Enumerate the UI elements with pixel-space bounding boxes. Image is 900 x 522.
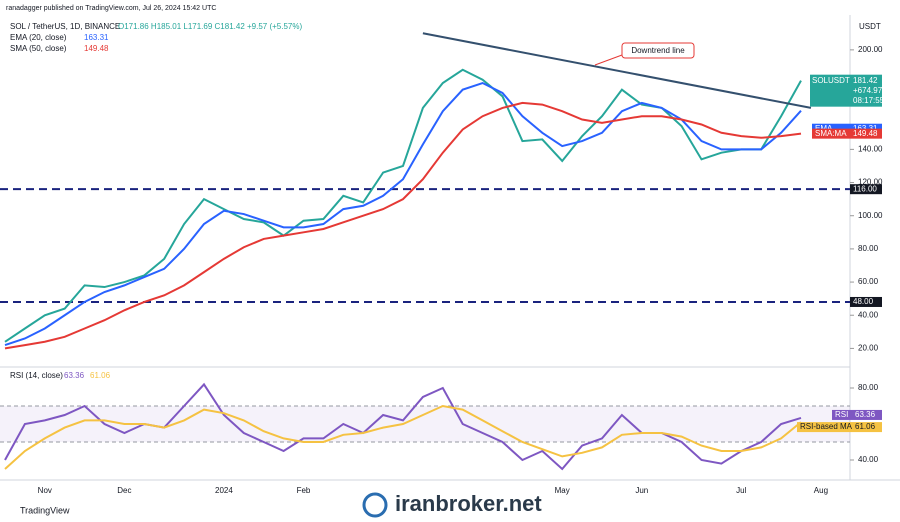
header: ranadagger published on TradingView.com,… [6,5,216,12]
legend-value: 61.06 [90,371,111,380]
trend-line [422,32,812,109]
y-tick-label: 120.00 [858,178,883,187]
series-line [4,382,802,471]
ma-badge [812,128,882,139]
watermark-logo [362,492,388,518]
y-tick-label: 100.00 [858,211,883,220]
badge-label: SOLUSDT [812,76,850,85]
x-tick-label: Jul [736,486,746,495]
level-label: 116.00 [853,184,877,193]
series-line [4,101,802,350]
price-badge [850,74,882,107]
badge-change: +674.97% [853,86,889,95]
y-tick-label: 40.00 [858,310,879,319]
rsi-title: RSI (14, close) [10,371,63,380]
annotation-box [621,42,695,59]
legend-value: 63.36 [64,371,85,380]
badge-value: 61.06 [855,422,876,431]
badge-value: 63.36 [855,410,876,419]
level-badge [850,184,882,195]
x-tick-label: Aug [814,486,828,495]
badge-label: RSI-based MA [800,422,853,431]
level-label: 48.00 [853,297,874,306]
y-tick-label: 80.00 [858,383,879,392]
y-tick-label: 60.00 [858,277,879,286]
x-tick-label: Feb [297,486,311,495]
y-tick-label: 200.00 [858,45,883,54]
badge-label: EMA [815,124,833,133]
badge-countdown: 08:17:55 [853,96,885,105]
annotation: Downtrend line [631,46,685,55]
badge-label: SMA:MA [815,129,847,138]
y-tick-label: 140.00 [858,144,883,153]
rsi-badge [832,409,882,420]
y-unit: USDT [859,22,881,31]
chart-title: SOL / TetherUS, 1D, BINANCE [10,22,120,31]
legend-value: 163.31 [84,33,109,42]
ohlc: O171.86 H185.01 L171.69 C181.42 +9.57 (+… [118,22,302,31]
badge-value: 149.48 [853,129,878,138]
x-tick-label: May [555,486,570,495]
footer: TradingView [20,505,70,515]
badge-value: 181.42 [853,76,878,85]
legend-label: SMA (50, close) [10,44,67,53]
x-tick-label: 2024 [215,486,233,495]
watermark: iranbroker.net [395,491,542,516]
x-tick-label: Nov [38,486,52,495]
annotation-arrow [594,54,623,66]
price-badge [810,74,850,107]
y-tick-label: 20.00 [858,344,879,353]
rsi-badge [797,422,882,433]
series-line [4,68,802,343]
x-tick-label: Dec [117,486,131,495]
y-tick-label: 80.00 [858,244,879,253]
series-line [4,81,802,347]
series-line [4,404,802,470]
level-badge [850,296,882,307]
badge-label: RSI [835,410,848,419]
legend-value: 149.48 [84,44,109,53]
y-tick-label: 40.00 [858,455,879,464]
x-tick-label: Jun [635,486,648,495]
legend-label: EMA (20, close) [10,33,67,42]
badge-value: 163.31 [853,124,878,133]
